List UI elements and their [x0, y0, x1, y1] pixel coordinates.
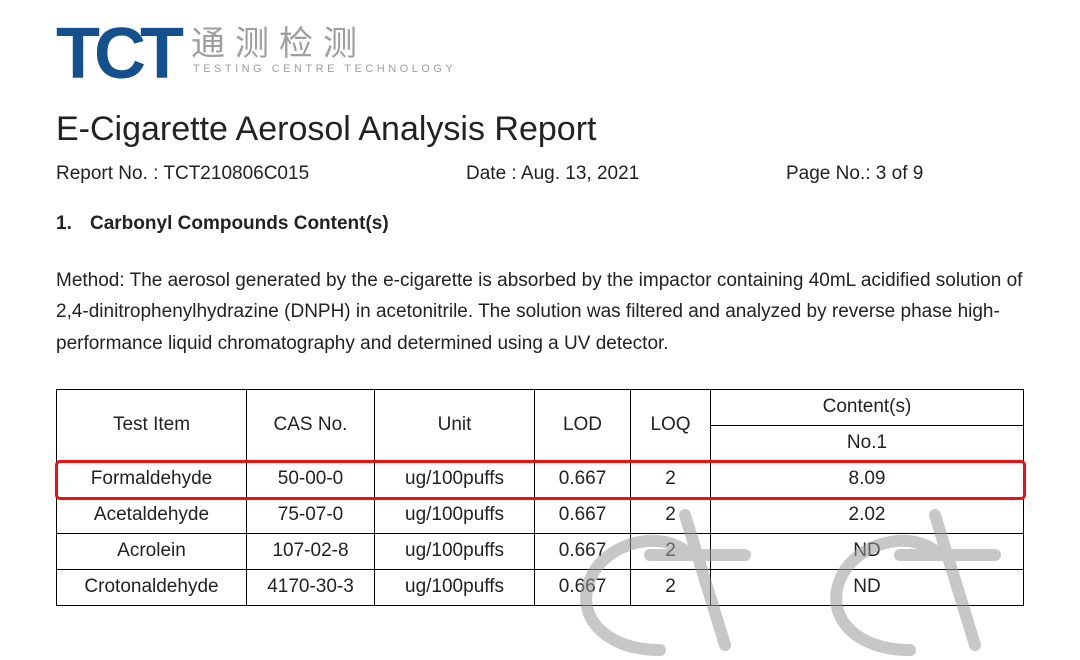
table-header-row-1: Test Item CAS No. Unit LOD LOQ Content(s… [57, 390, 1024, 426]
table-cell: 0.667 [535, 462, 631, 498]
table-cell: 2 [631, 570, 711, 606]
section-number: 1. [56, 213, 90, 235]
meta-page: Page No.: 3 of 9 [786, 163, 1024, 185]
table-cell: 107-02-8 [247, 534, 375, 570]
table-row: Acetaldehyde75-07-0ug/100puffs0.66722.02 [57, 498, 1024, 534]
table-cell: 50-00-0 [247, 462, 375, 498]
th-lod: LOD [535, 390, 631, 462]
logo-abbr: TCT [56, 18, 181, 90]
table-cell: Formaldehyde [57, 462, 247, 498]
th-contents-sub: No.1 [711, 426, 1024, 462]
meta-date-value: Aug. 13, 2021 [521, 163, 639, 184]
table-cell: 0.667 [535, 534, 631, 570]
logo-text-stack: 通测检测 TESTING CENTRE TECHNOLOGY [191, 18, 456, 75]
table-cell: ug/100puffs [375, 462, 535, 498]
method-paragraph: Method: The aerosol generated by the e-c… [56, 265, 1024, 359]
th-contents: Content(s) [711, 390, 1024, 426]
meta-reportno-label: Report No. : [56, 163, 163, 184]
table-cell: ug/100puffs [375, 570, 535, 606]
table-cell: 75-07-0 [247, 498, 375, 534]
meta-date: Date : Aug. 13, 2021 [466, 163, 786, 185]
meta-page-label: Page No.: [786, 163, 876, 184]
table-cell: 2 [631, 498, 711, 534]
meta-report-no: Report No. : TCT210806C015 [56, 163, 466, 185]
table-cell: 4170-30-3 [247, 570, 375, 606]
table-cell: 2 [631, 462, 711, 498]
th-loq: LOQ [631, 390, 711, 462]
meta-reportno-value: TCT210806C015 [163, 163, 309, 184]
meta-date-label: Date : [466, 163, 521, 184]
table-cell: 0.667 [535, 570, 631, 606]
th-test-item: Test Item [57, 390, 247, 462]
table-cell: ug/100puffs [375, 534, 535, 570]
table-cell: 8.09 [711, 462, 1024, 498]
table-cell: 0.667 [535, 498, 631, 534]
section-heading: 1.Carbonyl Compounds Content(s) [56, 213, 1024, 235]
table-cell: ND [711, 570, 1024, 606]
table-row: Crotonaldehyde4170-30-3ug/100puffs0.6672… [57, 570, 1024, 606]
table-cell: ND [711, 534, 1024, 570]
logo: TCT 通测检测 TESTING CENTRE TECHNOLOGY [56, 18, 1024, 90]
table-row: Formaldehyde50-00-0ug/100puffs0.66728.09 [57, 462, 1024, 498]
table-row: Acrolein107-02-8ug/100puffs0.6672ND [57, 534, 1024, 570]
table-cell: Acetaldehyde [57, 498, 247, 534]
meta-page-value: 3 of 9 [876, 163, 924, 184]
section-heading-text: Carbonyl Compounds Content(s) [90, 213, 389, 234]
table-cell: Crotonaldehyde [57, 570, 247, 606]
page-title: E-Cigarette Aerosol Analysis Report [56, 110, 1024, 149]
table-cell: Acrolein [57, 534, 247, 570]
th-unit: Unit [375, 390, 535, 462]
table-cell: ug/100puffs [375, 498, 535, 534]
results-table: Test Item CAS No. Unit LOD LOQ Content(s… [56, 389, 1024, 606]
th-cas-no: CAS No. [247, 390, 375, 462]
logo-cn: 通测检测 [191, 16, 456, 65]
logo-sub: TESTING CENTRE TECHNOLOGY [193, 63, 456, 75]
report-meta: Report No. : TCT210806C015 Date : Aug. 1… [56, 163, 1024, 185]
table-cell: 2.02 [711, 498, 1024, 534]
table-cell: 2 [631, 534, 711, 570]
